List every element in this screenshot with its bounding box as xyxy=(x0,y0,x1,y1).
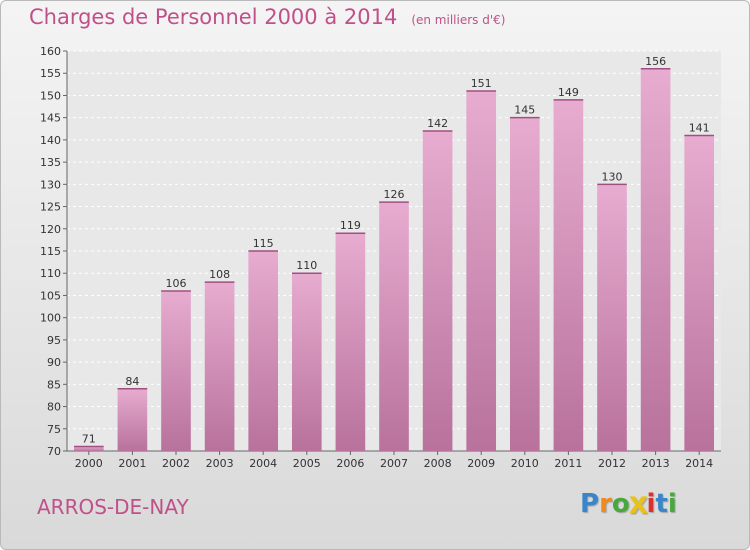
y-tick-label: 100 xyxy=(40,312,61,325)
data-label: 108 xyxy=(209,268,230,281)
x-tick-label: 2010 xyxy=(511,457,539,470)
x-tick-label: 2007 xyxy=(380,457,408,470)
bar xyxy=(640,68,671,452)
y-tick-label: 110 xyxy=(40,267,61,280)
y-tick-label: 75 xyxy=(47,423,61,436)
logo-letter: o xyxy=(611,489,630,519)
x-tick-label: 2013 xyxy=(642,457,670,470)
chart-title: Charges de Personnel 2000 à 2014 (en mill… xyxy=(29,5,505,29)
logo-letter: i xyxy=(646,489,656,519)
logo-letter: r xyxy=(599,489,612,519)
data-label: 71 xyxy=(82,433,96,446)
y-tick-label: 115 xyxy=(40,245,61,258)
y-tick-label: 95 xyxy=(47,334,61,347)
y-tick-label: 90 xyxy=(47,356,61,369)
y-tick-label: 155 xyxy=(40,67,61,80)
data-label: 110 xyxy=(296,259,317,272)
logo-letter: P xyxy=(580,489,600,519)
bar xyxy=(291,273,322,451)
data-label: 149 xyxy=(558,86,579,99)
bar xyxy=(117,388,148,451)
bar xyxy=(509,117,540,452)
x-tick-label: 2006 xyxy=(336,457,364,470)
y-tick-label: 160 xyxy=(40,45,61,58)
bar xyxy=(422,131,453,451)
data-label: 126 xyxy=(384,188,405,201)
logo-letter: x xyxy=(628,486,648,522)
x-tick-label: 2000 xyxy=(75,457,103,470)
location-label: ARROS-DE-NAY xyxy=(37,495,189,519)
bar xyxy=(161,291,191,451)
x-tick-label: 2004 xyxy=(249,457,277,470)
y-tick-label: 135 xyxy=(40,156,61,169)
data-label: 142 xyxy=(427,117,448,130)
bar xyxy=(684,135,715,451)
bar xyxy=(597,184,627,452)
data-label: 106 xyxy=(166,277,187,290)
data-label: 115 xyxy=(253,237,274,250)
bar xyxy=(73,446,104,451)
x-tick-label: 2012 xyxy=(598,457,626,470)
x-tick-label: 2003 xyxy=(206,457,234,470)
x-tick-label: 2008 xyxy=(424,457,452,470)
title-text: Charges de Personnel 2000 à 2014 xyxy=(29,5,398,29)
logo-letter: i xyxy=(667,489,677,519)
y-tick-label: 130 xyxy=(40,178,61,191)
x-tick-label: 2002 xyxy=(162,457,190,470)
data-label: 119 xyxy=(340,219,361,232)
logo-letter: t xyxy=(655,489,668,519)
chart-subtitle: (en milliers d'€) xyxy=(411,13,506,27)
bar xyxy=(466,91,497,451)
x-tick-label: 2009 xyxy=(467,457,495,470)
y-tick-label: 70 xyxy=(47,445,61,458)
x-tick-label: 2011 xyxy=(554,457,582,470)
data-label: 151 xyxy=(471,77,492,90)
proxiti-logo: Proxiti xyxy=(580,486,677,522)
y-tick-label: 120 xyxy=(40,223,61,236)
data-label: 156 xyxy=(645,55,666,68)
data-label: 141 xyxy=(689,121,710,134)
y-tick-label: 140 xyxy=(40,134,61,147)
x-tick-label: 2001 xyxy=(118,457,146,470)
bar xyxy=(553,99,584,451)
bar xyxy=(204,282,235,451)
y-tick-label: 145 xyxy=(40,112,61,125)
bar xyxy=(248,251,279,451)
x-tick-label: 2014 xyxy=(685,457,713,470)
y-tick-label: 85 xyxy=(47,378,61,391)
data-label: 130 xyxy=(602,170,623,183)
y-tick-label: 150 xyxy=(40,89,61,102)
y-tick-label: 80 xyxy=(47,401,61,414)
bar xyxy=(335,233,366,451)
y-tick-label: 105 xyxy=(40,289,61,302)
x-tick-label: 2005 xyxy=(293,457,321,470)
bar xyxy=(379,202,409,451)
data-label: 145 xyxy=(514,104,535,117)
data-label: 84 xyxy=(125,375,139,388)
y-tick-label: 125 xyxy=(40,201,61,214)
